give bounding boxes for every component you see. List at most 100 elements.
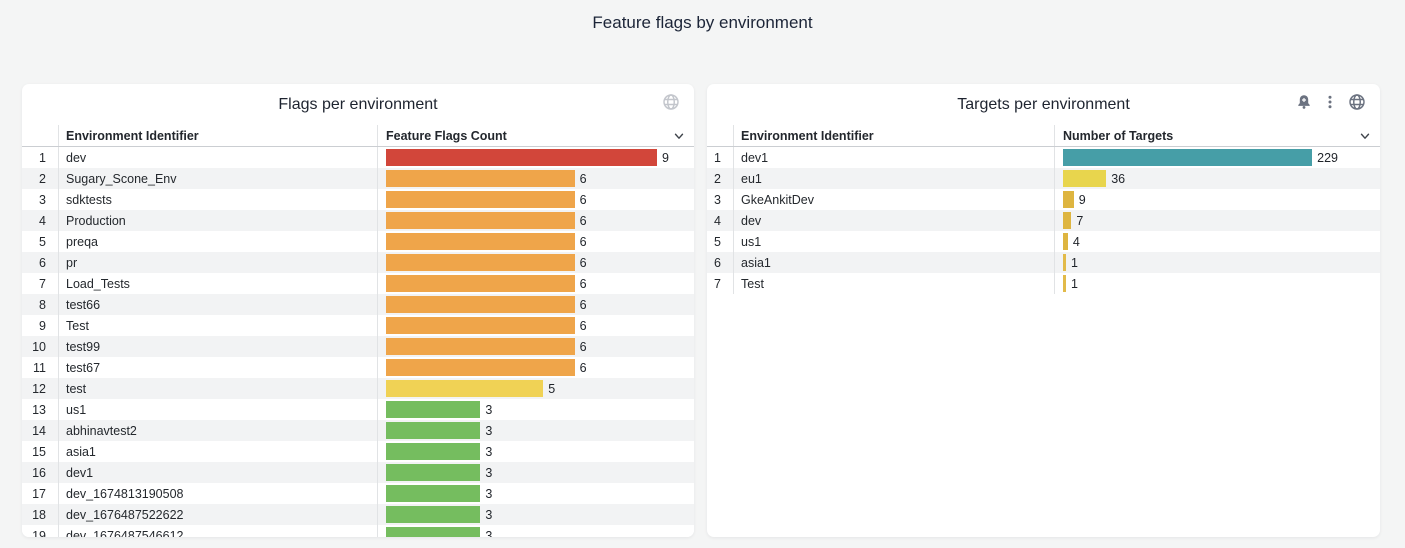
row-number: 11	[33, 360, 46, 375]
value-cell: 3	[377, 504, 694, 525]
row-number: 6	[714, 255, 721, 270]
value-cell: 9	[1054, 189, 1380, 210]
value-bar	[1063, 191, 1074, 208]
table-row: 17 dev_1674813190508 3	[22, 483, 694, 504]
table-row: 14 abhinavtest2 3	[22, 420, 694, 441]
chevron-down-icon[interactable]	[1358, 129, 1372, 143]
chevron-down-icon[interactable]	[672, 129, 686, 143]
value-cell: 229	[1054, 147, 1380, 168]
column-header-environment[interactable]: Environment Identifier	[58, 125, 377, 146]
bar-gauge-track: 4	[1063, 233, 1338, 250]
bar-gauge-track: 3	[386, 422, 669, 439]
bar-gauge-track: 3	[386, 401, 669, 418]
value-cell: 4	[1054, 231, 1380, 252]
table-row: 2 eu1 36	[707, 168, 1380, 189]
table-row: 5 us1 4	[707, 231, 1380, 252]
environment-cell: dev1	[58, 462, 377, 483]
bar-gauge-track: 6	[386, 275, 669, 292]
column-header-environment[interactable]: Environment Identifier	[733, 125, 1054, 146]
value-cell: 6	[377, 273, 694, 294]
table-header: Environment Identifier Feature Flags Cou…	[22, 125, 694, 147]
environment-cell: Test	[58, 315, 377, 336]
bar-gauge-track: 1	[1063, 254, 1338, 271]
column-header-value[interactable]: Number of Targets	[1054, 125, 1380, 146]
table-row: 2 Sugary_Scone_Env 6	[22, 168, 694, 189]
value-label: 6	[579, 255, 587, 270]
value-label: 229	[1317, 150, 1338, 165]
panel-header: Targets per environment	[707, 84, 1380, 125]
row-number: 1	[39, 150, 46, 165]
environment-cell: asia1	[733, 252, 1054, 273]
value-label: 3	[485, 402, 493, 417]
row-number-header	[707, 125, 733, 146]
value-label: 5	[548, 381, 556, 396]
value-label: 3	[485, 423, 493, 438]
value-cell: 6	[377, 357, 694, 378]
value-label: 36	[1111, 171, 1126, 186]
environment-cell: Sugary_Scone_Env	[58, 168, 377, 189]
table-row: 18 dev_1676487522622 3	[22, 504, 694, 525]
table-header: Environment Identifier Number of Targets	[707, 125, 1380, 147]
value-bar	[386, 506, 481, 523]
panel-title[interactable]: Targets per environment	[957, 95, 1130, 113]
table-row: 12 test 5	[22, 378, 694, 399]
value-cell: 3	[377, 420, 694, 441]
value-cell: 3	[377, 441, 694, 462]
row-number-header	[22, 125, 58, 146]
row-number: 2	[714, 171, 721, 186]
value-cell: 6	[377, 315, 694, 336]
value-bar	[386, 233, 575, 250]
value-bar	[386, 485, 481, 502]
value-bar	[386, 359, 575, 376]
globe-icon[interactable]	[662, 93, 680, 111]
row-number: 4	[39, 213, 46, 228]
environment-cell: preqa	[58, 231, 377, 252]
value-cell: 6	[377, 294, 694, 315]
environment-cell: dev	[58, 147, 377, 168]
panel-flags-per-environment: Flags per environment Environment Identi…	[22, 84, 694, 537]
environment-cell: pr	[58, 252, 377, 273]
value-cell: 6	[377, 210, 694, 231]
environment-cell: eu1	[733, 168, 1054, 189]
value-label: 6	[579, 360, 587, 375]
value-label: 6	[579, 318, 587, 333]
bell-plus-icon[interactable]	[1296, 94, 1312, 110]
bar-gauge-track: 6	[386, 254, 669, 271]
value-label: 3	[485, 465, 493, 480]
bar-gauge-track: 6	[386, 317, 669, 334]
value-bar	[1063, 149, 1313, 166]
row-number: 7	[714, 276, 721, 291]
environment-cell: GkeAnkitDev	[733, 189, 1054, 210]
table-row: 7 Test 1	[707, 273, 1380, 294]
kebab-menu-icon[interactable]	[1323, 94, 1337, 110]
value-label: 1	[1071, 276, 1078, 291]
value-bar	[1063, 275, 1066, 292]
value-cell: 1	[1054, 252, 1380, 273]
row-number: 9	[39, 318, 46, 333]
table-row: 16 dev1 3	[22, 462, 694, 483]
value-label: 1	[1071, 255, 1078, 270]
bar-gauge-track: 3	[386, 506, 669, 523]
value-cell: 6	[377, 231, 694, 252]
page-title: Feature flags by environment	[592, 13, 813, 32]
value-label: 6	[579, 339, 587, 354]
value-cell: 6	[377, 189, 694, 210]
globe-icon[interactable]	[1348, 93, 1366, 111]
panel-title[interactable]: Flags per environment	[278, 95, 438, 113]
row-number: 18	[32, 507, 46, 522]
value-label: 9	[662, 150, 669, 165]
environment-cell: dev	[733, 210, 1054, 231]
value-label: 3	[485, 528, 493, 538]
bar-gauge-track: 3	[386, 527, 669, 537]
row-number: 15	[32, 444, 46, 459]
table-row: 11 test67 6	[22, 357, 694, 378]
column-header-value[interactable]: Feature Flags Count	[377, 125, 694, 146]
value-bar	[386, 401, 481, 418]
bar-gauge-track: 3	[386, 464, 669, 481]
table-row: 1 dev1 229	[707, 147, 1380, 168]
bar-gauge-track: 36	[1063, 170, 1338, 187]
value-bar	[1063, 254, 1066, 271]
value-cell: 3	[377, 462, 694, 483]
table-row: 3 sdktests 6	[22, 189, 694, 210]
environment-cell: dev_1674813190508	[58, 483, 377, 504]
